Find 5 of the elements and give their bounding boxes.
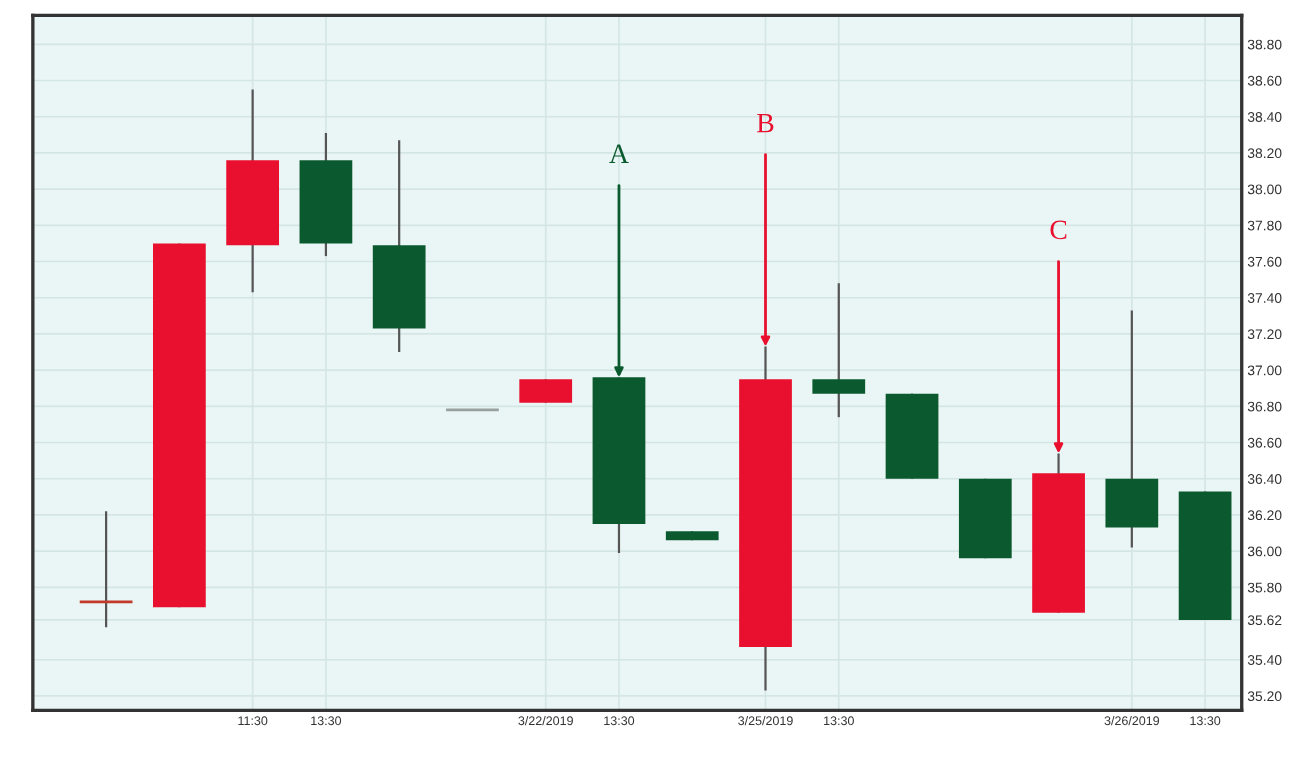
annotation: C xyxy=(1050,220,1067,240)
annotation: B xyxy=(757,113,774,133)
annotation: A xyxy=(609,144,629,163)
candlestick xyxy=(812,282,866,419)
candlestick xyxy=(79,510,133,629)
